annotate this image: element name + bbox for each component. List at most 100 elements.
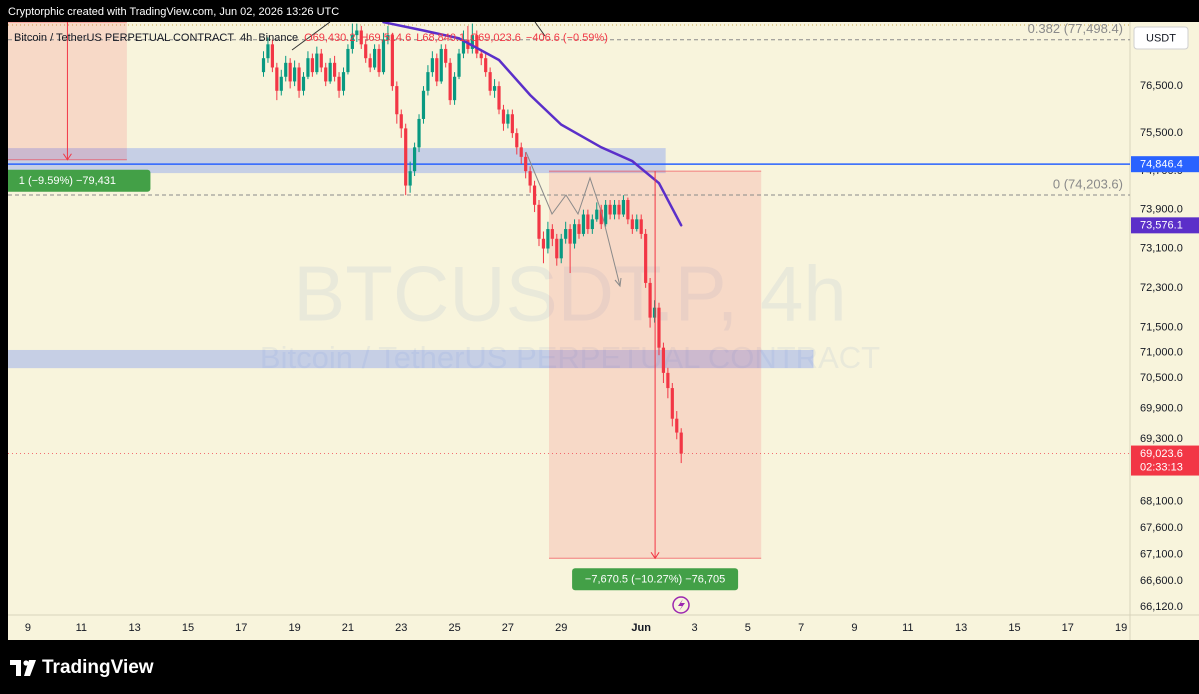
legend-exchange: Binance: [258, 32, 298, 44]
candle-body: [519, 147, 523, 157]
candle-body: [399, 114, 403, 129]
zone: [8, 349, 814, 369]
candle-body: [301, 76, 306, 91]
x-tick-label: 15: [1008, 622, 1020, 634]
logo-dot: [23, 660, 29, 666]
candle-body: [279, 76, 283, 91]
candle-body: [324, 67, 328, 82]
candle-body: [670, 388, 674, 419]
y-tick-label: 66,600.0: [1140, 575, 1183, 587]
x-tick-label: 11: [902, 622, 913, 634]
x-tick-label: 13: [129, 622, 141, 634]
y-tick-label: 73,100.0: [1140, 242, 1183, 254]
candle-body: [390, 35, 394, 87]
logo-mark: [24, 660, 36, 676]
candle-body: [270, 44, 274, 68]
watermark-description: Bitcoin / TetherUS PERPETUAL CONTRACT: [260, 340, 880, 375]
y-tick-label: 72,300.0: [1140, 282, 1183, 294]
x-tick-label: 19: [1115, 622, 1127, 634]
level-label: 74,846.4: [1140, 159, 1183, 171]
candle-body: [639, 219, 643, 234]
y-tick-label: 66,120.0: [1140, 601, 1183, 613]
x-tick-label: 9: [851, 622, 857, 634]
ma-label: 73,576.1: [1140, 220, 1183, 232]
x-tick-label: 11: [76, 622, 87, 634]
x-tick-label: 23: [395, 622, 407, 634]
candle-body: [501, 109, 506, 124]
legend-change: −406.6 (−0.59%): [526, 32, 608, 44]
legend-symbol: Bitcoin / TetherUS PERPETUAL CONTRACT: [14, 32, 234, 44]
candle-body: [532, 185, 537, 205]
candle-body: [310, 58, 314, 73]
trend-line: [534, 22, 546, 37]
events-icon[interactable]: [672, 596, 690, 614]
candle-body: [452, 76, 457, 101]
y-tick-label: 76,500.0: [1140, 80, 1183, 92]
candle-body: [364, 44, 368, 59]
y-tick-label: 68,100.0: [1140, 496, 1183, 508]
candle-body: [359, 30, 363, 45]
legend-low: L68,840.1: [416, 32, 465, 44]
candle-body: [350, 35, 354, 49]
x-tick-label: 21: [342, 622, 354, 634]
candle-body: [577, 224, 581, 234]
last-price-box: [1131, 445, 1199, 476]
candle-body: [284, 62, 288, 77]
candle-body: [488, 72, 492, 91]
candle-body: [417, 118, 421, 148]
candle-body: [395, 86, 399, 115]
projection-label: −7,670.5 (−10.27%) −76,705: [585, 574, 725, 586]
candle-body: [470, 35, 474, 49]
candle-body: [333, 62, 337, 77]
candle-body: [599, 209, 603, 225]
candle-body: [679, 432, 683, 454]
candle-body: [635, 219, 639, 230]
candle-body: [644, 233, 648, 283]
logo-mark: [10, 660, 21, 676]
candle-body: [528, 171, 532, 186]
candle-body: [621, 199, 626, 215]
candle-body: [484, 58, 488, 73]
candle-body: [404, 128, 408, 186]
x-tick-label: 13: [955, 622, 967, 634]
candle-body: [479, 53, 483, 59]
projection-label: 1 (−9.59%) −79,431: [19, 175, 116, 187]
trend-line: [291, 22, 331, 51]
y-tick-label: 69,300.0: [1140, 433, 1183, 445]
candle-body: [550, 229, 554, 239]
chart-background: [8, 22, 1199, 640]
candle-body: [492, 86, 497, 91]
zigzag-drawing: [525, 151, 621, 287]
candle-body: [572, 224, 577, 244]
candle-body: [430, 58, 434, 73]
candle-body: [652, 307, 657, 318]
legend-interval: 4h: [240, 32, 252, 44]
currency-box[interactable]: [1133, 26, 1189, 50]
projection-arrowhead: [650, 552, 660, 560]
candle-body: [448, 62, 452, 101]
candle-body: [604, 204, 608, 225]
y-tick-label: 71,500.0: [1140, 322, 1183, 334]
candle-body: [328, 62, 332, 82]
candle-body: [568, 229, 572, 244]
x-tick-label: 7: [798, 622, 804, 634]
x-tick-label: 17: [235, 622, 247, 634]
y-tick-label: 75,500.0: [1140, 127, 1183, 139]
candle-body: [564, 229, 568, 239]
candle-body: [590, 219, 594, 230]
candle-body: [341, 72, 346, 91]
candle-body: [515, 133, 519, 148]
ma-box: [1131, 217, 1199, 234]
x-tick-label: 9: [25, 622, 31, 634]
projection-label-box: [572, 568, 739, 591]
candle-body: [617, 204, 621, 215]
candle-body: [412, 147, 417, 172]
candle-body: [546, 229, 550, 249]
candle-body: [444, 48, 448, 63]
candle-body: [275, 67, 279, 91]
candle-body: [435, 58, 439, 82]
drawings: 1 (−9.59%) −79,431 −7,670.5 (−10.27%) −76…: [8, 22, 739, 591]
header-text: Cryptorphic created with TradingView.com…: [8, 6, 339, 18]
